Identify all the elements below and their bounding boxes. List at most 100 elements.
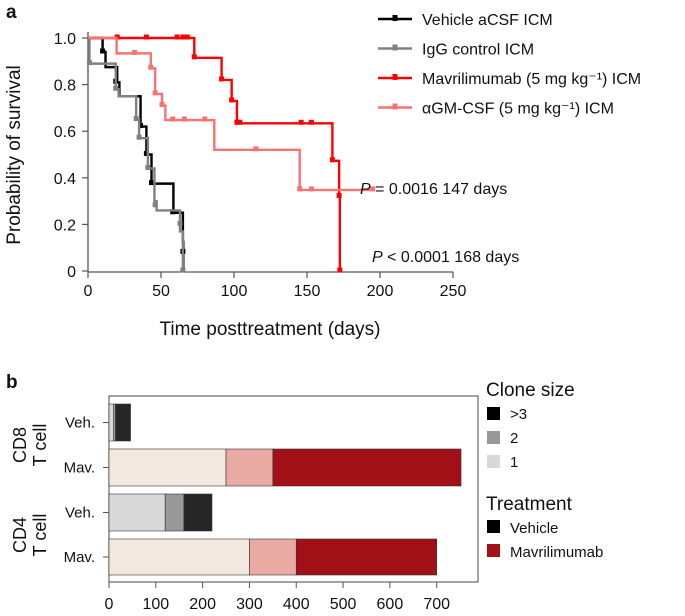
- censor-mark: [170, 116, 176, 122]
- censor-mark: [298, 119, 304, 125]
- group-label-line2: T cell: [30, 424, 50, 467]
- x-tick-label: 50: [152, 283, 170, 300]
- censor-mark: [308, 119, 314, 125]
- y-axis-label: Probability of survival: [4, 65, 25, 245]
- legend-marker: [392, 44, 398, 51]
- x-tick-label: 150: [294, 283, 321, 300]
- censor-mark: [336, 192, 342, 198]
- x-axis-label: Time posttreatment (days): [159, 319, 380, 340]
- legend-marker: [392, 74, 398, 80]
- censor-mark: [253, 146, 259, 152]
- x-tick-label: 700: [423, 596, 450, 613]
- censor-mark: [329, 157, 335, 163]
- censor-mark: [138, 123, 144, 129]
- censor-mark: [143, 151, 149, 156]
- censor-mark: [133, 116, 139, 122]
- x-tick-label: 100: [221, 283, 248, 300]
- legend-label: >3: [510, 406, 527, 423]
- legend-label: Mavrilimumab (5 mg kg⁻¹) ICM: [422, 71, 641, 88]
- survival-curve-1: [88, 36, 185, 271]
- censor-mark: [180, 267, 186, 273]
- bar-segment->3: [183, 493, 213, 532]
- censor-mark: [152, 90, 158, 96]
- bar-segment-2: [164, 493, 185, 532]
- censor-mark: [237, 119, 243, 125]
- censor-mark: [180, 34, 186, 40]
- censor-mark: [219, 76, 225, 82]
- censor-mark: [297, 186, 303, 192]
- censor-mark: [136, 134, 142, 140]
- group-label-line1: CD8: [10, 427, 30, 463]
- bar-segment->3: [272, 448, 462, 487]
- legend-marker: [392, 103, 398, 110]
- bar-segment->3: [115, 403, 131, 442]
- x-tick-label: 600: [377, 596, 404, 613]
- group-label-line1: CD4: [10, 517, 30, 553]
- x-tick-label: 200: [367, 283, 394, 300]
- category-label: Mav.: [64, 549, 95, 566]
- x-tick-label: 400: [283, 596, 310, 613]
- x-tick-label: 200: [189, 596, 216, 613]
- censor-mark: [174, 34, 180, 40]
- y-tick-label: 0: [67, 264, 76, 281]
- category-label: Veh.: [65, 505, 95, 522]
- legend-swatch: [487, 431, 500, 444]
- bar-segment-2: [249, 538, 297, 576]
- censor-mark: [191, 54, 197, 60]
- censor-mark: [148, 64, 154, 70]
- legend-swatch: [487, 455, 500, 468]
- survival-curve-2: [88, 36, 342, 271]
- survival-curve-3: [88, 36, 373, 192]
- x-tick-label: 0: [84, 283, 93, 300]
- y-tick-label: 0.2: [54, 217, 76, 234]
- p-symbol: P: [372, 249, 383, 266]
- censor-mark: [100, 48, 106, 54]
- p-value-text: < 0.0001 168 days: [383, 249, 520, 266]
- bar-segment->3: [295, 538, 437, 576]
- legend-label: 2: [510, 430, 518, 447]
- panel-label-b: b: [6, 372, 18, 393]
- censor-mark: [149, 180, 155, 186]
- censor-mark: [184, 34, 190, 40]
- censor-mark: [177, 220, 183, 226]
- x-tick-label: 100: [142, 596, 169, 613]
- bar-segment-1: [108, 538, 250, 576]
- censor-mark: [132, 49, 138, 55]
- p-symbol: P: [360, 181, 371, 198]
- legend-label: Vehicle aCSF ICM: [422, 12, 553, 29]
- x-tick-label: 250: [440, 283, 467, 300]
- category-label: Mav.: [64, 460, 95, 477]
- censor-mark: [143, 34, 149, 40]
- category-label: Veh.: [65, 415, 95, 432]
- p-value-annotation: P = 0.0016 147 days: [360, 181, 507, 198]
- censor-mark: [86, 60, 92, 66]
- y-tick-label: 0.8: [54, 78, 76, 95]
- legend-label: Mavrilimumab: [510, 544, 603, 561]
- legend-title-clone-size: Clone size: [486, 380, 575, 401]
- legend-label: 1: [510, 454, 518, 471]
- censor-mark: [113, 85, 119, 91]
- survival-plot: 0 50 100 150 200 250 0 0.2 0.4 0.6 0.8 1.0 Time post…: [4, 12, 641, 340]
- legend-swatch: [487, 544, 500, 557]
- censor-mark: [145, 164, 151, 170]
- censor-mark: [370, 186, 376, 192]
- censor-mark: [308, 186, 314, 192]
- bar-segment-2: [225, 448, 274, 487]
- x-tick-label: 300: [236, 596, 263, 613]
- legend-swatch: [487, 407, 500, 420]
- y-tick-label: 0.4: [54, 171, 76, 188]
- bar-segment-1: [108, 403, 114, 442]
- censor-mark: [159, 102, 165, 108]
- censor-mark: [181, 116, 187, 122]
- group-label-line2: T cell: [30, 514, 50, 557]
- censor-mark: [229, 97, 235, 103]
- censor-mark: [170, 209, 176, 215]
- y-tick-label: 0.6: [54, 124, 76, 141]
- legend-title-treatment: Treatment: [486, 494, 573, 515]
- survival-curve-0: [88, 36, 185, 271]
- panel-label-a: a: [6, 2, 17, 23]
- bar-segment-1: [108, 448, 227, 487]
